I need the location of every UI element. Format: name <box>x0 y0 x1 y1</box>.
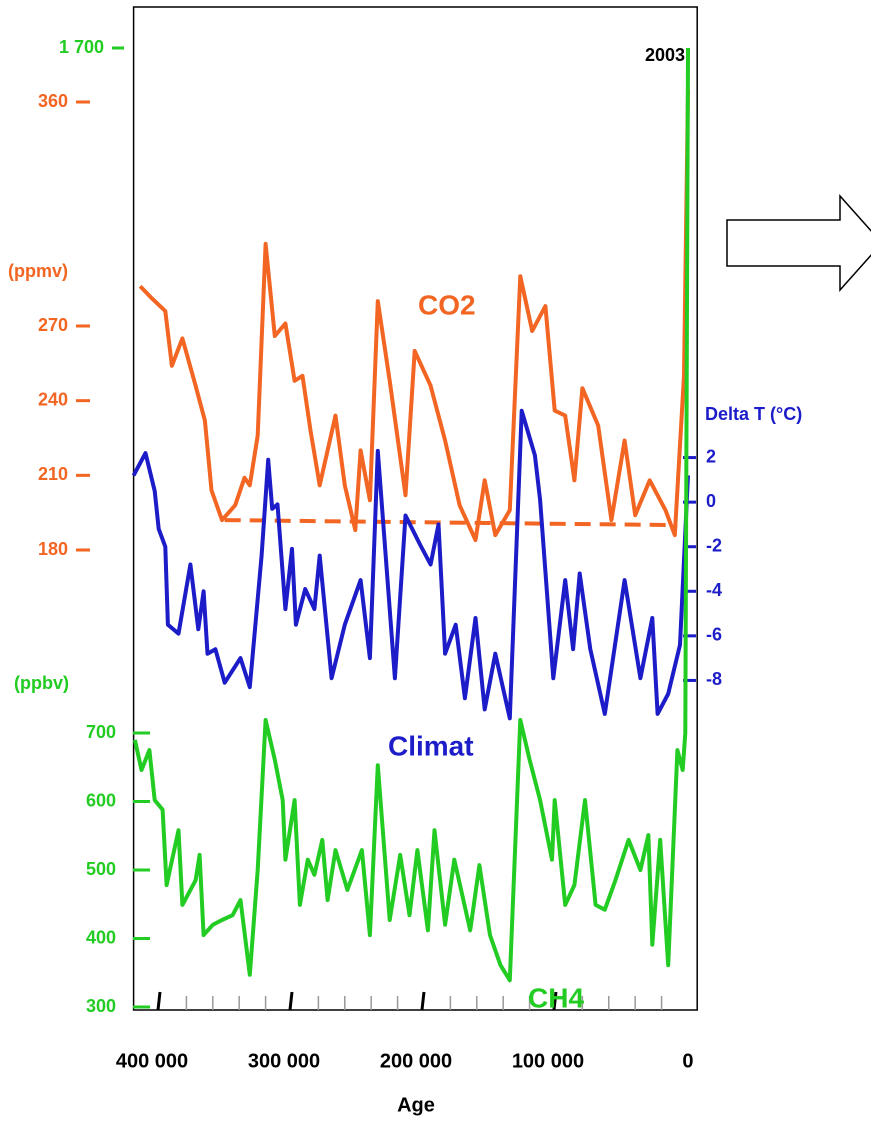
y-tick-label: 210 <box>38 464 68 484</box>
y-tick-label: 400 <box>86 927 116 947</box>
y-tick-label: -2 <box>706 535 722 555</box>
y-tick-label: -6 <box>706 625 722 645</box>
x-tick-label: 0 <box>682 1050 693 1072</box>
x-tick <box>420 991 426 1011</box>
x-tick-label: 100 000 <box>512 1050 584 1072</box>
series-label: CO2 <box>418 289 476 320</box>
y-tick-label: 360 <box>38 91 68 111</box>
x-tick-label: 300 000 <box>248 1050 320 1072</box>
x-tick-label: 200 000 <box>380 1050 452 1072</box>
end-label: 2003 <box>645 45 685 65</box>
y-tick-label: 2 <box>706 446 716 466</box>
temp-unit: Delta T (°C) <box>705 404 802 424</box>
arrow <box>726 194 871 292</box>
x-axis-label: Age <box>397 1094 435 1116</box>
y-tick-label: 500 <box>86 859 116 879</box>
series-label: Climat <box>388 730 474 761</box>
plot-frame <box>132 6 698 1011</box>
y-tick-label: 700 <box>86 722 116 742</box>
x-tick <box>288 991 294 1011</box>
y-tick-label: 300 <box>86 996 116 1016</box>
x-tick <box>552 991 558 1011</box>
series-line <box>131 408 690 721</box>
y-tick-label: 0 <box>706 491 716 511</box>
series-label: CH4 <box>528 982 584 1013</box>
ch4-unit: (ppbv) <box>14 673 69 693</box>
x-tick-label: 400 000 <box>116 1050 188 1072</box>
y-tick-label: 270 <box>38 315 68 335</box>
series-line <box>132 47 690 983</box>
y-tick-label: 1 700 <box>59 37 104 57</box>
x-tick <box>156 991 162 1011</box>
y-tick-label: 240 <box>38 389 68 409</box>
y-tick-label: 180 <box>38 539 68 559</box>
y-tick-label: 600 <box>86 790 116 810</box>
series-line <box>138 89 690 542</box>
y-tick-label: -4 <box>706 580 722 600</box>
y-tick-label: -8 <box>706 669 722 689</box>
co2-unit: (ppmv) <box>8 261 68 281</box>
baseline <box>224 518 678 528</box>
